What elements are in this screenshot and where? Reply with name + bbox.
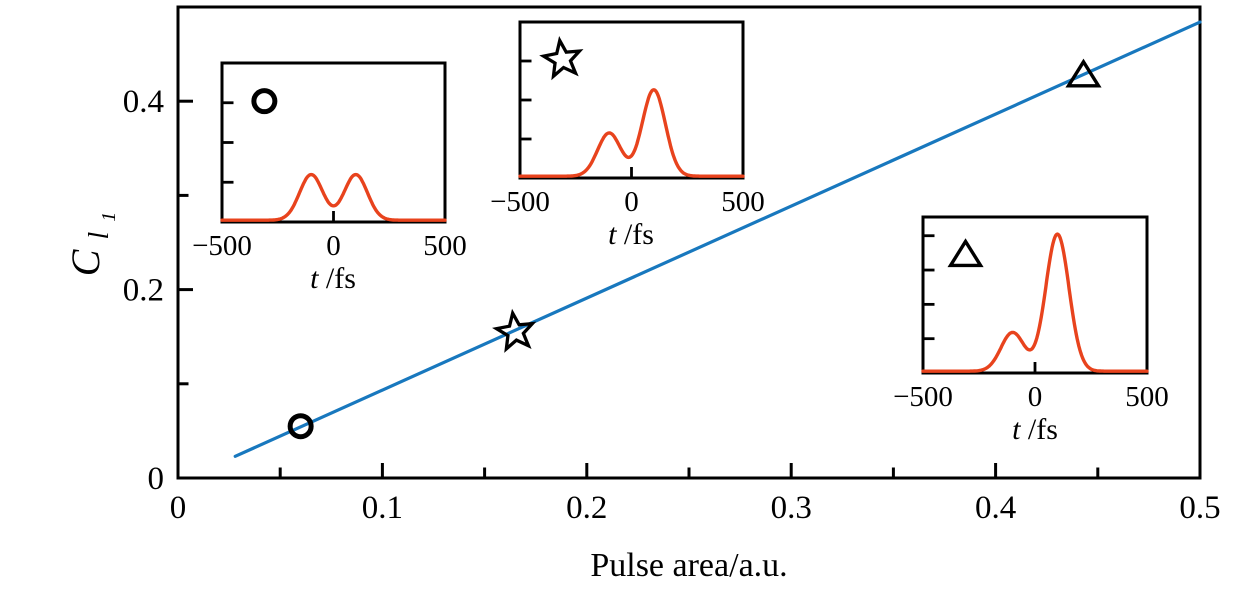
triangle-data-marker	[1065, 58, 1102, 88]
inset-star-x-axis-var: t	[608, 218, 617, 251]
inset-star-frame	[518, 20, 745, 180]
inset-triangle-frame	[921, 215, 1149, 375]
inset-circle-x-axis-title: t /fs	[310, 262, 356, 295]
inset-triangle-x-axis-title: t /fs	[1012, 413, 1058, 446]
x-tick-label: 0.4	[975, 490, 1016, 526]
inset-star-x-tick-label: −500	[490, 186, 550, 218]
inset-circle-x-axis-var: t	[310, 262, 319, 295]
y-axis-title-subsubscript: 1	[98, 212, 120, 222]
x-tick-label: 0.3	[771, 490, 812, 526]
y-axis-title-symbol: C	[63, 248, 108, 276]
inset-star-pulse-curve	[518, 88, 745, 178]
inset-star-legend-marker	[539, 36, 584, 81]
y-axis-title: C l 1	[63, 212, 120, 276]
x-tick-label: 0.1	[362, 490, 403, 526]
inset-triangle-legend-marker	[947, 238, 984, 268]
inset-star-x-tick-label: 0	[624, 186, 639, 218]
inset-triangle-pulse-curve	[921, 232, 1149, 373]
inset-star-x-axis-title: t /fs	[608, 218, 654, 251]
y-tick-label: 0	[148, 461, 165, 497]
x-tick-label: 0.5	[1179, 490, 1220, 526]
inset-circle-frame	[220, 61, 447, 224]
inset-star-x-axis-unit: /fs	[624, 218, 654, 251]
x-tick-label: 0.2	[566, 490, 607, 526]
inset-circle-x-tick-label: 0	[326, 230, 341, 262]
inset-circle-x-tick-label: 500	[423, 230, 467, 262]
inset-triangle-x-tick-label: −500	[893, 381, 953, 413]
plot-render-layer: 0 0.1 0.2 0.3 0.4 0.500.20.4−500 0 500−500 0 500−…	[123, 5, 1221, 526]
inset-circle-pulse-curve	[220, 172, 447, 222]
inset-star-x-tick-label: 500	[721, 186, 765, 218]
circle-data-marker	[287, 413, 314, 440]
x-axis-title: Pulse area/a.u.	[590, 547, 787, 584]
main-plot-frame	[176, 5, 1202, 480]
star-data-marker	[492, 308, 537, 353]
inset-triangle-x-axis-unit: /fs	[1028, 413, 1058, 446]
y-tick-label: 0.4	[123, 84, 164, 120]
x-tick-label: 0	[170, 490, 187, 526]
inset-circle-legend-marker	[251, 88, 278, 115]
y-axis-title-subscript: l	[84, 232, 115, 240]
inset-triangle-x-tick-label: 500	[1125, 381, 1169, 413]
fit-line	[233, 20, 1202, 458]
inset-circle-x-axis-unit: /fs	[326, 262, 356, 295]
inset-triangle-x-tick-label: 0	[1028, 381, 1043, 413]
inset-circle-x-tick-label: −500	[192, 230, 252, 262]
inset-triangle-x-axis-var: t	[1012, 413, 1021, 446]
y-tick-label: 0.2	[123, 273, 164, 309]
